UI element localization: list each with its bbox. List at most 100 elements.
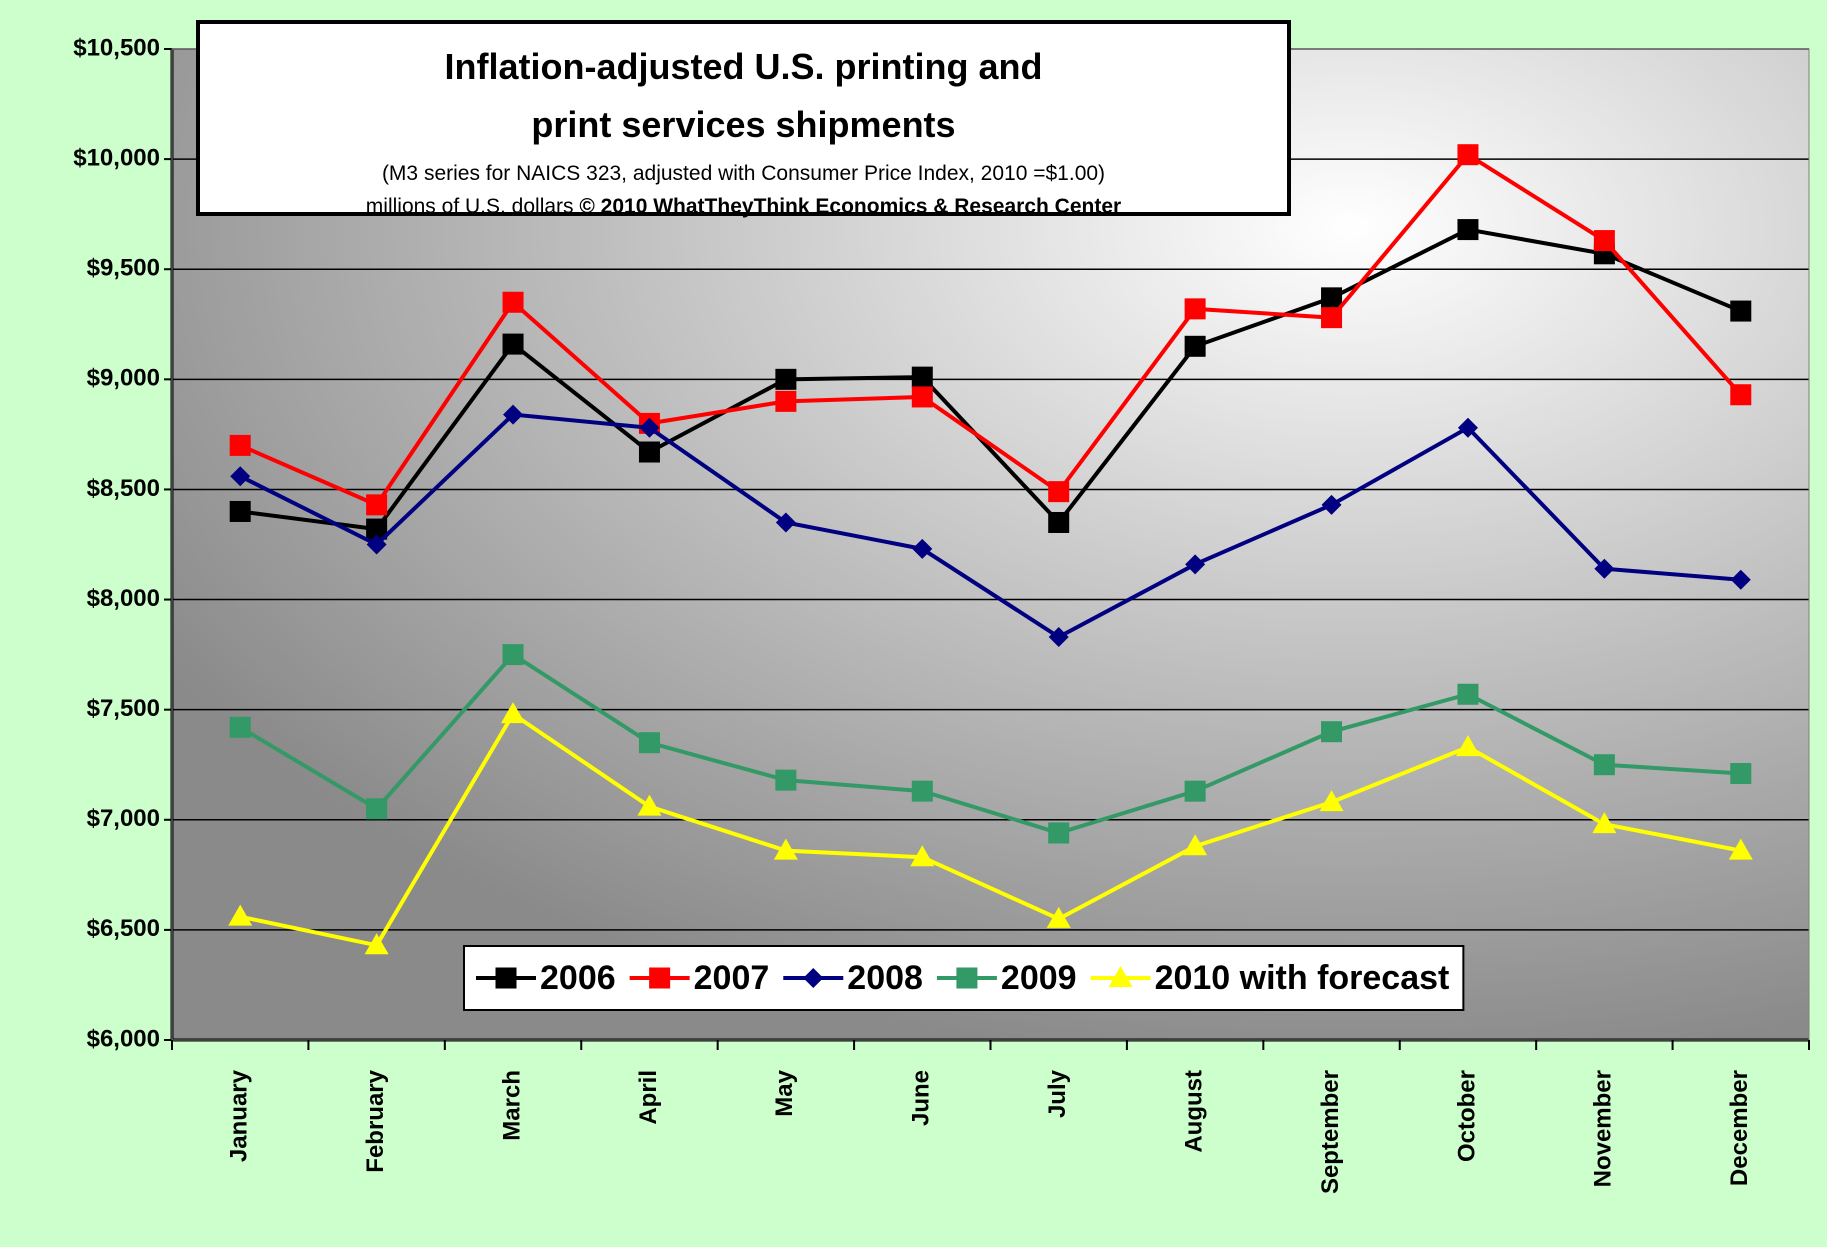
legend-label: 2006 (540, 959, 616, 997)
marker (1048, 511, 1070, 533)
y-tick-label: $6,500 (87, 915, 160, 942)
marker (639, 417, 660, 438)
marker (1457, 683, 1479, 705)
x-tick-label: April (635, 1070, 662, 1125)
marker (503, 404, 524, 425)
marker (773, 838, 798, 860)
marker (1048, 626, 1069, 647)
x-tick-label: October (1453, 1070, 1480, 1162)
series-line (239, 152, 1743, 508)
marker (1730, 300, 1752, 322)
x-tick-label: August (1180, 1070, 1207, 1153)
marker (1457, 219, 1479, 241)
y-tick-label: $8,000 (87, 585, 160, 612)
y-tick-label: $9,500 (87, 255, 160, 282)
marker (1455, 735, 1480, 757)
marker (364, 933, 389, 955)
y-tick-label: $9,000 (87, 365, 160, 392)
y-tick-label: $6,000 (87, 1025, 160, 1052)
marker (1321, 287, 1343, 309)
marker (229, 434, 251, 456)
marker (956, 967, 978, 989)
marker (1594, 558, 1615, 579)
x-tick-label: June (908, 1070, 935, 1126)
marker (912, 538, 933, 559)
legend-label: 2009 (1001, 959, 1077, 997)
marker (911, 386, 933, 408)
marker (803, 968, 824, 988)
x-tick-label: November (1590, 1070, 1617, 1187)
marker (366, 534, 387, 555)
legend-label: 2010 with forecast (1155, 959, 1450, 997)
marker (1184, 780, 1206, 802)
marker (1730, 763, 1752, 785)
marker (1592, 812, 1617, 834)
marker (1183, 834, 1208, 856)
y-tick-label: $7,500 (87, 695, 160, 722)
note: millions of U.S. dollars © 2010 WhatThey… (200, 190, 1287, 224)
x-tick-label: January (226, 1069, 253, 1162)
marker (1321, 307, 1343, 329)
marker (502, 333, 524, 355)
marker (228, 904, 253, 926)
source: © 2010 WhatTheyThink Economics & Researc… (579, 195, 1122, 218)
marker (649, 967, 671, 989)
marker (366, 494, 388, 516)
marker (502, 291, 524, 313)
y-tick-label: $10,000 (73, 144, 160, 171)
marker (911, 366, 933, 388)
y-tick-label: $8,500 (87, 475, 160, 502)
marker (1184, 335, 1206, 357)
x-tick-label: March (498, 1070, 525, 1141)
series-line (239, 227, 1742, 532)
x-tick-label: December (1726, 1070, 1753, 1186)
marker (775, 368, 797, 390)
marker (1321, 721, 1343, 743)
marker (1319, 790, 1344, 812)
x-tick-label: February (362, 1069, 389, 1172)
marker (1048, 822, 1070, 844)
marker (1046, 906, 1071, 928)
marker (1048, 481, 1070, 503)
x-tick-label: July (1044, 1069, 1071, 1118)
marker (1730, 384, 1752, 406)
note-text: millions of U.S. dollars (365, 195, 574, 218)
marker (638, 441, 660, 463)
legend: 2006 2007 2008 2009 2010 with forecast (463, 945, 1465, 1011)
marker (637, 794, 662, 816)
marker (1457, 417, 1478, 438)
marker (1728, 838, 1753, 860)
x-tick-label: May (771, 1069, 798, 1116)
marker (638, 732, 660, 754)
marker (1321, 494, 1342, 515)
y-tick-label: $10,500 (73, 34, 160, 61)
marker (366, 798, 388, 820)
marker (1108, 966, 1133, 987)
marker (229, 500, 251, 522)
series-line (239, 412, 1741, 640)
marker (1593, 230, 1615, 252)
series-line (239, 711, 1742, 948)
marker (1730, 569, 1751, 590)
marker (502, 644, 524, 666)
chart-title: Inflation-adjusted U.S. printing and pri… (444, 46, 1043, 145)
marker (1184, 298, 1206, 320)
marker (775, 390, 797, 412)
legend-label: 2007 (694, 959, 770, 997)
marker (495, 967, 517, 989)
marker (1185, 554, 1206, 575)
title-box: Inflation-adjusted U.S. printing and pri… (196, 20, 1291, 218)
subtitle: (M3 series for NAICS 323, adjusted with … (381, 162, 1106, 185)
series-line (239, 651, 1741, 836)
marker (775, 512, 796, 533)
marker (911, 780, 933, 802)
marker (229, 716, 251, 738)
x-tick-label: September (1317, 1070, 1344, 1194)
y-tick-label: $7,000 (87, 805, 160, 832)
legend-label: 2008 (847, 959, 923, 997)
marker (1593, 754, 1615, 776)
marker (775, 769, 797, 791)
marker (501, 702, 526, 724)
marker (910, 845, 935, 867)
